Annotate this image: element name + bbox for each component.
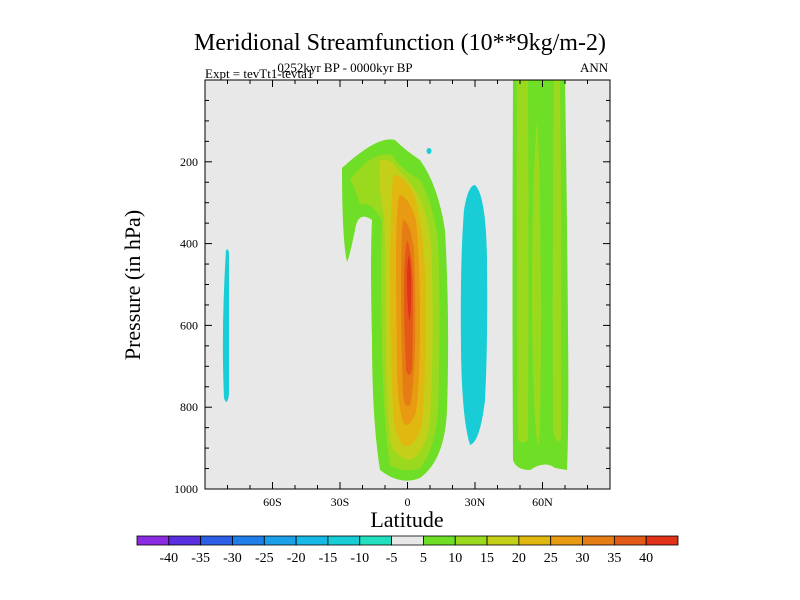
colorbar-label: -25 <box>255 551 274 566</box>
colorbar-label: -15 <box>319 551 338 566</box>
y-axis: 200 400 600 800 1000 <box>174 99 610 496</box>
chart-title: Meridional Streamfunction (10**9kg/m-2) <box>194 30 606 56</box>
contour-neg-cell-south <box>222 249 229 402</box>
chart-subtitle-right: ANN <box>580 60 609 75</box>
y-tick-label: 800 <box>180 400 198 414</box>
colorbar-label: -10 <box>350 551 369 566</box>
x-axis-label: Latitude <box>370 507 443 532</box>
colorbar-label: -20 <box>287 551 306 566</box>
y-tick-label: 400 <box>180 237 198 251</box>
colorbar-label: -35 <box>191 551 210 566</box>
colorbar-label: 30 <box>576 551 590 566</box>
contour-neg-cell-30n <box>460 185 488 445</box>
colorbar-box <box>391 535 424 546</box>
colorbar-box <box>327 535 361 546</box>
y-axis-label: Pressure (in hPa) <box>120 210 145 360</box>
contour-eq-40 <box>407 255 412 320</box>
colorbar-label: 5 <box>420 551 427 566</box>
colorbar-label: 35 <box>607 551 621 566</box>
colorbar-label: -30 <box>223 551 242 566</box>
x-axis: 60S 30S 0 30N 60N <box>204 80 611 509</box>
colorbar-box <box>295 535 329 546</box>
colorbar-box <box>518 535 552 546</box>
colorbar-box <box>550 535 583 546</box>
colorbar-box <box>423 535 456 546</box>
x-tick-label: 0 <box>405 495 411 509</box>
y-tick-label: 600 <box>180 318 198 332</box>
colorbar-label: 20 <box>512 551 526 566</box>
colorbar-box <box>359 535 392 546</box>
y-tick-label: 200 <box>180 155 198 169</box>
contour-fills <box>222 80 569 481</box>
contour-north-10a <box>516 80 529 443</box>
colorbar-box <box>263 535 297 546</box>
colorbar-box <box>136 535 170 546</box>
colorbar-box <box>486 535 520 546</box>
colorbar-box <box>645 535 679 546</box>
colorbar-label: -40 <box>159 551 178 566</box>
x-tick-label: 30S <box>331 495 350 509</box>
colorbar-box <box>168 535 202 546</box>
colorbar-label: 40 <box>639 551 653 566</box>
colorbar-box <box>582 535 615 546</box>
x-tick-label: 30N <box>465 495 486 509</box>
colorbar-label: 15 <box>480 551 494 566</box>
chart-subtitle-left: Expt = tevTt1-tevta1 <box>205 66 314 81</box>
contour-small-neg <box>426 148 432 154</box>
contour-north-10b <box>532 120 541 445</box>
x-tick-label: 60S <box>263 495 282 509</box>
colorbar-label: 10 <box>448 551 462 566</box>
colorbar: -40 -35 -30 -25 -20 -15 -10 -5 5 10 15 20 25 30 35 40 <box>136 535 679 566</box>
y-tick-label: 1000 <box>174 482 198 496</box>
colorbar-label: 25 <box>544 551 558 566</box>
colorbar-box <box>200 535 233 546</box>
x-tick-label: 60N <box>532 495 553 509</box>
chart-subtitle-center: 0252kyr BP - 0000kyr BP <box>277 60 413 75</box>
colorbar-label: -5 <box>386 551 398 566</box>
colorbar-box <box>232 535 265 546</box>
contour-north-10c <box>552 80 562 442</box>
colorbar-box <box>454 535 488 546</box>
colorbar-box <box>613 535 647 546</box>
